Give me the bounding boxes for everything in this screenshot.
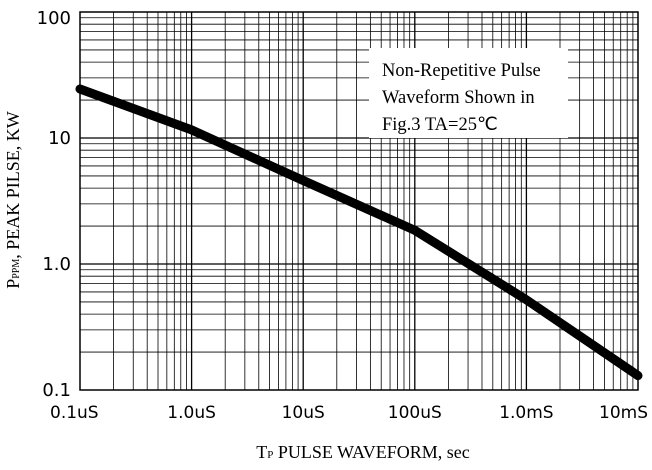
x-axis-title: TP PULSE WAVEFORM, sec [256,442,469,462]
x-tick-label: 1.0mS [499,403,553,423]
x-tick-label: 10uS [282,403,325,423]
annotation-line-2: Waveform Shown in [382,88,535,108]
x-axis-title-rest: PULSE WAVEFORM, sec [273,442,469,462]
x-axis-title-main: T [256,442,267,462]
annotation-background [369,48,568,138]
annotation-box: Non-Repetitive Pulse Waveform Shown in F… [369,48,568,138]
annotation-line-3: Fig.3 TA=25℃ [382,115,498,135]
annotation-line-1: Non-Repetitive Pulse [382,61,541,81]
y-axis-ticks: 0.1 1.0 10 100 [37,8,71,401]
y-axis-title-main: P [3,279,23,289]
x-axis-ticks: 0.1uS 1.0uS 10uS 100uS 1.0mS 10mS [50,403,648,423]
series-layer [75,84,643,381]
x-tick-label: 10mS [599,403,648,423]
x-axis-title-sub: P [267,449,273,461]
y-axis-title: PPPM, PEAK PILSE, KW [3,111,23,289]
y-axis-title-rest: , PEAK PILSE, KW [3,111,23,259]
x-tick-label: 1.0uS [167,403,216,423]
y-tick-label: 10 [48,128,71,149]
y-tick-label: 100 [37,8,71,29]
plot-frame [79,11,639,391]
series-line-0 [75,84,643,381]
y-tick-label: 1.0 [42,254,71,275]
y-tick-label: 0.1 [42,380,71,401]
y-axis-title-sub: PPM [11,259,22,279]
x-tick-label: 0.1uS [50,403,99,423]
x-tick-label: 100uS [388,403,442,423]
